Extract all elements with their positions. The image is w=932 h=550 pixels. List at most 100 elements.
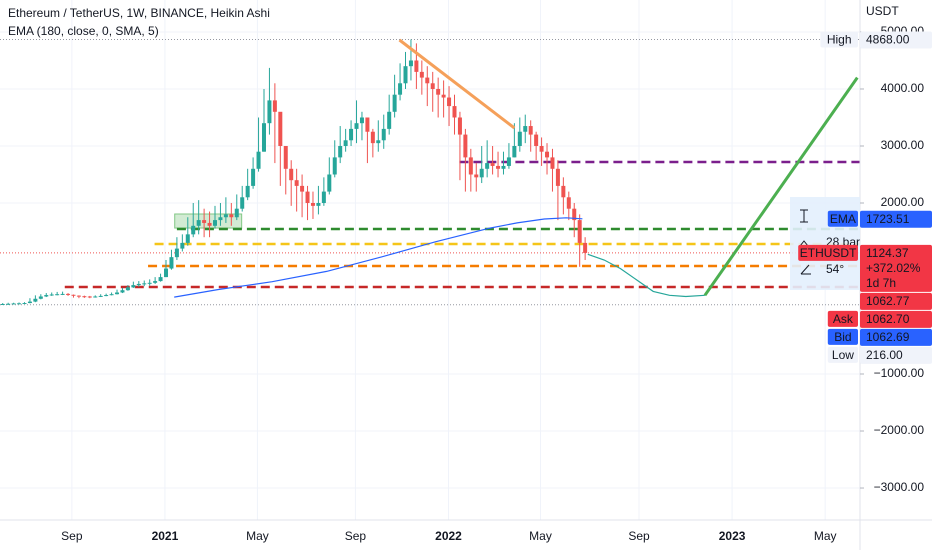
candle-body <box>419 71 424 78</box>
candle-body <box>457 117 462 135</box>
candle-body <box>316 202 321 206</box>
candle-body <box>338 145 343 158</box>
candle-body <box>490 163 495 166</box>
candle-body <box>294 180 299 186</box>
candle-body <box>60 293 65 295</box>
candle-body <box>539 145 544 152</box>
candle-body <box>474 174 479 178</box>
candle-body <box>403 66 408 84</box>
candle-body <box>251 168 256 186</box>
candle-body <box>561 185 566 198</box>
candle-body <box>87 296 92 298</box>
candle-body <box>321 191 326 203</box>
candle-body <box>125 287 130 291</box>
candle-body <box>66 293 71 295</box>
candle-body <box>0 304 5 306</box>
candle-body <box>447 97 452 107</box>
plot-area <box>0 0 860 520</box>
candle-body <box>365 117 370 132</box>
overlay-line <box>174 217 583 298</box>
candle-body <box>278 111 283 146</box>
candle-body <box>17 303 22 305</box>
x-tick-label: May <box>246 529 269 543</box>
candle-body <box>436 88 441 95</box>
candle-body <box>22 303 27 305</box>
overlay-line <box>398 38 516 130</box>
candle-body <box>240 197 245 209</box>
candle-body <box>430 83 435 89</box>
price-tag <box>860 346 932 364</box>
candle-body <box>310 202 315 206</box>
price-tag-name-bg <box>798 244 858 261</box>
candle-body <box>164 268 169 278</box>
candle-body <box>349 128 354 141</box>
candle-body <box>6 303 11 305</box>
candle-body <box>441 94 446 98</box>
candle-body <box>392 94 397 112</box>
price-tag-name-bg <box>827 346 858 363</box>
candle-body <box>223 214 228 218</box>
candle-body <box>485 163 490 169</box>
candle-body <box>506 157 511 166</box>
candle-body <box>545 151 550 158</box>
price-tag-name: Low <box>832 348 854 362</box>
price-tag-value: 1062.69 <box>866 330 910 344</box>
candle-body <box>332 157 337 175</box>
candle-body <box>267 100 272 124</box>
x-tick-label: May <box>529 529 552 543</box>
candle-body <box>550 157 555 169</box>
candle-body <box>147 282 152 284</box>
x-tick-label: 2023 <box>719 529 746 543</box>
candle-body <box>343 140 348 146</box>
candle-body <box>523 126 528 132</box>
candle-body <box>55 294 60 296</box>
candle-body <box>566 197 571 209</box>
candle-body <box>359 117 364 124</box>
candle-body <box>261 123 266 152</box>
price-tag-name-bg <box>820 31 858 48</box>
price-tag-name: EMA <box>830 212 856 226</box>
measure-angle: 54° <box>826 262 844 276</box>
candle-body <box>153 281 158 283</box>
bars-icon <box>799 240 809 247</box>
candle-body <box>289 168 294 181</box>
indicator-legend: EMA (180, close, 0, SMA, 5) <box>8 24 159 38</box>
candle-body <box>555 168 560 186</box>
candle-body <box>180 242 185 249</box>
price-tag-value: 4868.00 <box>866 33 910 47</box>
angle-icon <box>800 264 811 275</box>
price-tag-name: High <box>827 33 852 47</box>
candle-body <box>76 295 81 297</box>
candle-body <box>136 283 141 286</box>
candle-body <box>202 220 207 223</box>
price-tag <box>860 210 932 228</box>
candle-body <box>109 294 114 296</box>
candle-body <box>131 285 136 288</box>
candle-body <box>234 208 239 218</box>
price-tag-name-bg <box>827 210 858 227</box>
price-tag-name-bg <box>827 328 858 345</box>
candle-body <box>496 165 501 169</box>
candle-body <box>218 217 223 221</box>
candle-body <box>11 303 16 305</box>
candle-body <box>479 168 484 178</box>
candle-body <box>463 134 468 158</box>
candle-body <box>283 145 288 169</box>
price-tag <box>860 310 932 328</box>
candle-body <box>191 225 196 235</box>
chart-title: Ethereum / TetherUS, 1W, BINANCE, Heikin… <box>8 6 270 20</box>
candle-body <box>327 174 332 192</box>
candle-body <box>93 296 98 298</box>
candle-body <box>142 283 147 285</box>
candle-body <box>115 292 120 295</box>
candle-body <box>38 296 43 299</box>
candle-body <box>33 298 38 302</box>
candle-body <box>398 83 403 95</box>
candle-body <box>381 128 386 141</box>
candle-body <box>213 220 217 226</box>
candle-body <box>517 131 522 146</box>
price-tag-name: Ask <box>833 312 854 326</box>
candle-body <box>229 214 234 218</box>
price-tag-value: 1062.77 <box>866 294 910 308</box>
